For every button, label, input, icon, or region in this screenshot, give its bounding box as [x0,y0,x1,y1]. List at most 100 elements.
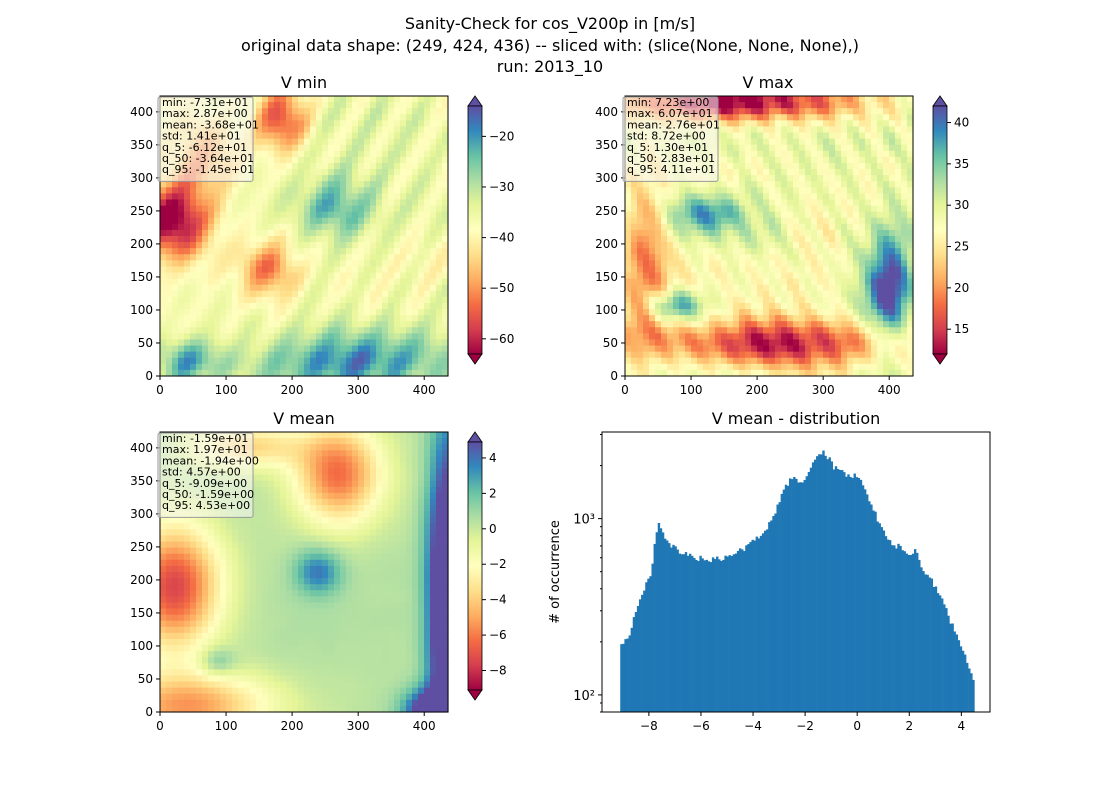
heatmap-cell [334,102,341,109]
heatmap-cell [190,357,197,365]
heatmap-cell [799,290,806,298]
heatmap-cell [352,266,359,274]
heatmap-cell [334,144,341,152]
heatmap-cell [166,181,173,188]
heatmap-cell [907,321,914,328]
heatmap-cell [382,138,389,146]
heatmap-cell [370,272,377,280]
heatmap-cell [763,162,770,170]
heatmap-cell [244,254,251,261]
heatmap-cell [775,199,782,207]
heatmap-cell [757,309,764,316]
heatmap-cell [823,156,830,164]
heatmap-cell [172,351,179,359]
heatmap-cell [310,229,317,237]
heatmap-cell [889,242,896,249]
heatmap-cell [436,156,443,164]
heatmap-cell [769,175,776,182]
heatmap-cell [220,302,227,310]
heatmap-cell [262,345,269,353]
heatmap-cell [883,102,890,109]
heatmap-cell [190,290,197,298]
heatmap-cell [370,321,377,328]
heatmap-cell [226,211,233,219]
heatmap-cell [721,223,728,231]
heatmap-cell [877,96,884,103]
heatmap-cell [388,444,395,451]
heatmap-cell [889,229,896,237]
heatmap-cell [358,321,365,328]
heatmap-cell [256,193,263,201]
heatmap-cell [256,486,263,494]
heatmap-cell [160,302,167,310]
heatmap-cell [352,315,359,322]
heatmap-cell [799,114,806,121]
heatmap-cell [322,266,329,274]
heatmap-cell [739,254,746,261]
heatmap-cell [847,351,854,359]
heatmap-cell [871,102,878,109]
heatmap-cell [436,169,443,176]
heatmap-cell [817,223,824,231]
heatmap-cell [757,345,764,353]
heatmap-cell [667,363,674,371]
heatmap-cell [430,236,437,243]
heatmap-cell [739,162,746,170]
heatmap-cell [793,120,800,128]
heatmap-cell [739,211,746,219]
heatmap-cell [901,132,908,140]
heatmap-cell [220,248,227,255]
heatmap-cell [661,217,668,225]
heatmap-cell [775,278,782,286]
heatmap-cell [787,266,794,274]
heatmap-cell [721,96,728,103]
heatmap-cell [661,369,668,377]
heatmap-cell [316,229,323,237]
heatmap-cell [280,150,287,158]
heatmap-cell [358,302,365,310]
heatmap-cell [631,254,638,261]
heatmap-cell [817,284,824,292]
heatmap-cell [781,333,788,341]
heatmap-cell [685,290,692,298]
heatmap-cell [256,138,263,146]
heatmap-cell [853,357,860,365]
heatmap-cell [757,363,764,371]
heatmap-cell [352,102,359,109]
heatmap-cell [823,284,830,292]
heatmap-cell [673,248,680,255]
heatmap-cell [835,193,842,201]
heatmap-cell [304,432,311,439]
heatmap-cell [376,217,383,225]
heatmap-cell [388,223,395,231]
heatmap-cell [166,254,173,261]
heatmap-cell [889,302,896,310]
heatmap-cell [172,193,179,201]
heatmap-cell [226,217,233,225]
heatmap-cell [352,474,359,482]
heatmap-cell [388,315,395,322]
heatmap-cell [346,351,353,359]
heatmap-cell [436,254,443,261]
heatmap-cell [883,114,890,121]
heatmap-cell [877,296,884,304]
heatmap-cell [292,302,299,310]
heatmap-cell [202,351,209,359]
heatmap-cell [328,357,335,365]
heatmap-cell [352,187,359,194]
heatmap-cell [418,272,425,280]
heatmap-cell [268,126,275,134]
heatmap-cell [637,229,644,237]
heatmap-cell [310,444,317,451]
heatmap-cell [292,96,299,103]
heatmap-cell [631,266,638,274]
heatmap-cell [643,260,650,268]
heatmap-cell [280,254,287,261]
heatmap-cell [328,432,335,439]
heatmap-cell [697,181,704,188]
heatmap-cell [817,96,824,103]
heatmap-cell [388,254,395,261]
heatmap-cell [691,242,698,249]
heatmap-cell [262,156,269,164]
heatmap-cell [406,315,413,322]
